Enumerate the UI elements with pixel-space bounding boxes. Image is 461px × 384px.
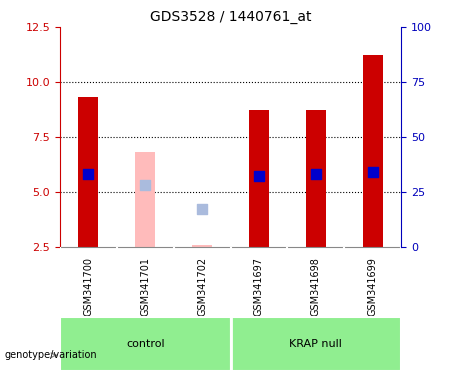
Text: GSM341699: GSM341699 — [367, 257, 378, 316]
Point — [312, 171, 319, 177]
Text: GSM341702: GSM341702 — [197, 257, 207, 316]
Point — [142, 182, 149, 188]
Bar — [192, 245, 212, 247]
Point — [255, 173, 263, 179]
Bar — [135, 152, 155, 247]
Bar — [306, 111, 326, 247]
Text: control: control — [126, 339, 165, 349]
Title: GDS3528 / 1440761_at: GDS3528 / 1440761_at — [150, 10, 311, 25]
Text: GSM341700: GSM341700 — [83, 257, 94, 316]
Text: genotype/variation: genotype/variation — [5, 350, 97, 360]
Text: GSM341701: GSM341701 — [140, 257, 150, 316]
Bar — [78, 97, 98, 247]
Text: KRAP null: KRAP null — [290, 339, 342, 349]
Text: GSM341697: GSM341697 — [254, 257, 264, 316]
FancyBboxPatch shape — [230, 317, 401, 371]
Text: GSM341698: GSM341698 — [311, 257, 321, 316]
Point — [85, 171, 92, 177]
Bar — [363, 55, 383, 247]
FancyBboxPatch shape — [60, 317, 230, 371]
Point — [198, 206, 206, 212]
Point — [369, 169, 376, 175]
Bar — [249, 111, 269, 247]
